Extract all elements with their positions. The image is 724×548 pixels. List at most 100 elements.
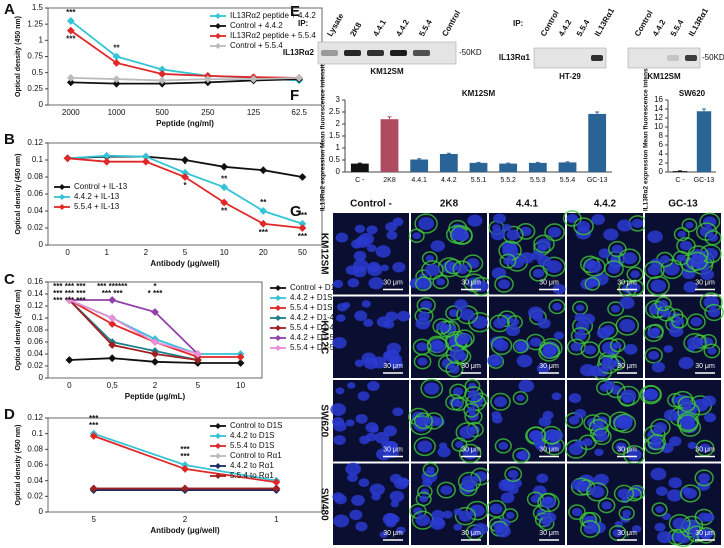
membrane-stain — [458, 443, 482, 464]
nucleus — [458, 510, 473, 522]
nucleus — [379, 531, 388, 538]
nucleus — [690, 317, 703, 327]
membrane-stain — [643, 260, 665, 279]
nucleus — [431, 509, 445, 521]
data-point — [259, 207, 268, 215]
data-point — [220, 198, 229, 207]
membrane-stain — [607, 301, 625, 317]
scale-label: 30 μm — [383, 279, 403, 286]
membrane-stain — [597, 354, 620, 375]
nucleus — [703, 296, 720, 309]
data-point — [63, 154, 72, 163]
data-point — [151, 308, 159, 316]
legend-marker — [59, 204, 65, 210]
x-axis-label: Antibody (μg/well) — [150, 259, 220, 268]
nucleus — [650, 467, 667, 481]
nucleus — [396, 526, 406, 535]
nucleus — [354, 359, 365, 367]
y-tick-label: 0.04 — [27, 206, 43, 215]
nucleus — [704, 412, 716, 423]
blot-band — [591, 55, 603, 61]
data-point — [220, 183, 229, 192]
nucleus — [367, 381, 380, 392]
legend-marker — [215, 33, 221, 39]
membrane-stain — [512, 447, 530, 464]
significance: *** — [180, 445, 190, 454]
legend-marker — [275, 315, 281, 321]
y-tick-label: 12 — [654, 113, 663, 122]
membrane-stain — [413, 412, 434, 430]
legend-label: 4.4.2 + D1-5A — [290, 333, 340, 342]
data-point — [89, 432, 98, 440]
x-tick-label: 0,5 — [107, 381, 119, 390]
membrane-stain — [413, 353, 432, 370]
nucleus — [617, 488, 631, 499]
legend-marker — [215, 463, 221, 469]
nucleus — [498, 279, 511, 290]
nucleus — [342, 302, 351, 309]
scale-label: 30 μm — [539, 363, 559, 370]
data-point — [295, 73, 304, 82]
y-tick-label: 4 — [659, 149, 664, 158]
significance: *** — [89, 421, 99, 430]
membrane-stain — [408, 228, 425, 243]
nucleus — [491, 414, 503, 424]
membrane-stain — [504, 466, 523, 483]
nucleus — [420, 300, 433, 311]
membrane-stain — [673, 227, 690, 242]
nucleus — [351, 239, 363, 249]
membrane-stain — [592, 428, 612, 446]
membrane-stain — [452, 260, 472, 278]
nucleus — [584, 345, 597, 355]
y-tick-label: 0.02 — [27, 361, 43, 370]
nucleus — [473, 522, 489, 535]
nucleus — [458, 333, 471, 344]
legend-label: 4.4.2 to D1S — [230, 431, 274, 440]
nucleus — [650, 279, 667, 293]
membrane-stain — [413, 436, 436, 457]
y-tick-label: 0 — [39, 100, 44, 109]
bar — [439, 154, 458, 172]
nucleus — [508, 485, 519, 494]
nucleus — [603, 380, 616, 390]
membrane-stain — [415, 276, 432, 292]
y-tick-label: 0.02 — [27, 491, 43, 500]
significance: *** — [259, 228, 269, 237]
nucleus — [487, 354, 503, 367]
membrane-stain — [564, 412, 584, 429]
y-tick-label: 1.25 — [27, 19, 43, 28]
nucleus — [363, 318, 374, 327]
nucleus — [366, 244, 377, 252]
micrograph: 30 μm — [409, 462, 491, 545]
nucleus — [598, 248, 612, 259]
x-tick-label: 2 — [183, 515, 188, 524]
series-line — [70, 78, 300, 85]
blot-membrane — [317, 41, 457, 65]
data-point — [181, 484, 189, 493]
y-tick-label: 0 — [39, 240, 44, 249]
size-marker: -50KD — [459, 48, 482, 57]
y-tick-label: 0.75 — [27, 52, 43, 61]
membrane-stain — [654, 296, 672, 312]
ip-label: IP: — [298, 19, 308, 28]
y-tick-label: 0.08 — [27, 444, 43, 453]
nucleus — [427, 416, 440, 426]
size-marker: -50KD — [702, 53, 724, 62]
nucleus — [354, 310, 368, 322]
nucleus — [508, 470, 519, 479]
nucleus — [469, 504, 485, 517]
legend-label: 4.4.2 to Rα1 — [230, 461, 274, 470]
nucleus — [698, 473, 711, 483]
nucleus — [381, 440, 393, 450]
y-tick-label: 0 — [336, 167, 341, 176]
data-point — [181, 465, 189, 473]
nucleus — [552, 283, 566, 295]
nucleus — [529, 337, 542, 347]
nucleus — [689, 255, 705, 267]
nucleus — [532, 268, 545, 278]
legend-marker — [215, 443, 221, 449]
scale-label: 30 μm — [539, 446, 559, 453]
x-tick-label: 10 — [220, 248, 229, 257]
x-tick-label: C - — [355, 177, 365, 184]
nucleus — [453, 523, 463, 531]
